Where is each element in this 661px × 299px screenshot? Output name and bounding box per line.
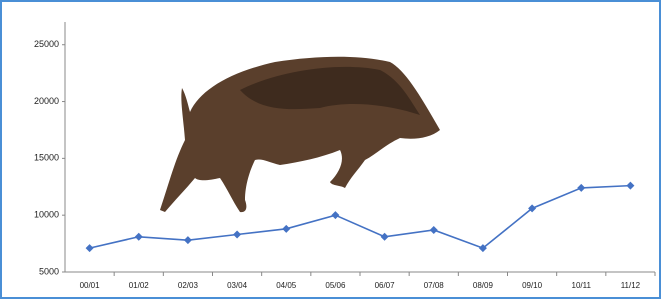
x-tick-label: 02/03 [178,281,199,290]
y-tick-label: 15000 [34,153,59,163]
x-tick-label: 00/01 [80,281,101,290]
x-tick-label: 04/05 [276,281,297,290]
y-tick-label: 5000 [39,266,59,276]
chart: 5000 10000 15000 20000 25000 00/01 01/02 02/03 0… [0,0,661,299]
x-tick-label: 09/10 [522,281,543,290]
x-tick-label: 01/02 [129,281,150,290]
x-tick-label: 03/04 [227,281,248,290]
x-tick-label: 06/07 [375,281,396,290]
x-tick-label: 11/12 [621,281,641,290]
x-tick-label: 08/09 [473,281,494,290]
y-tick-label: 10000 [34,210,59,220]
x-tick-label: 05/06 [325,281,346,290]
x-tick-label: 10/11 [572,281,592,290]
y-tick-label: 20000 [34,96,59,106]
x-tick-label: 07/08 [424,281,445,290]
y-tick-label: 25000 [34,39,59,49]
